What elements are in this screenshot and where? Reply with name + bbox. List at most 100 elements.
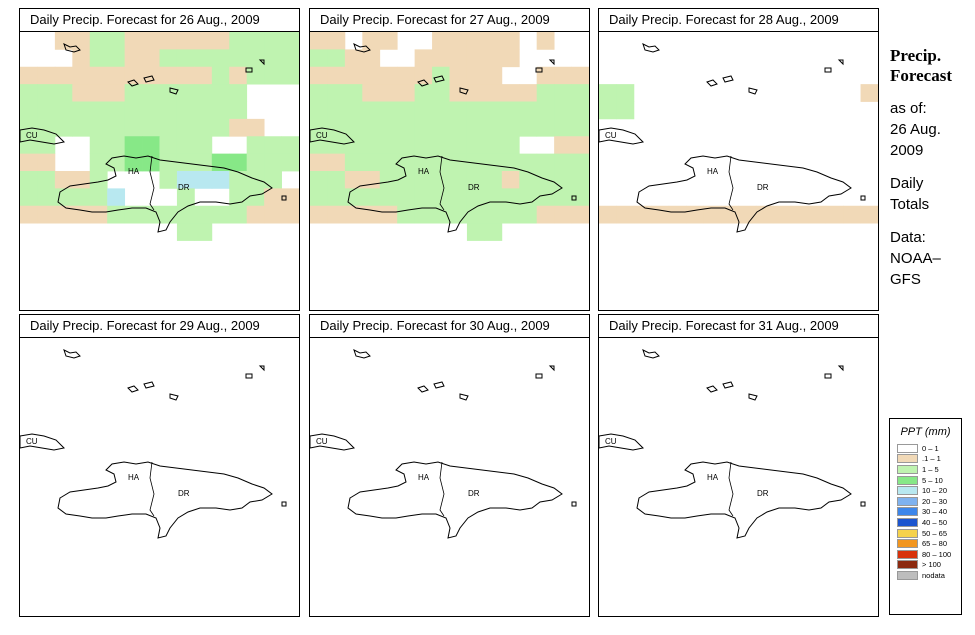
precip-cell [616, 84, 635, 102]
precip-cell [310, 188, 328, 207]
precip-cell [54, 205, 73, 224]
precip-cell [379, 205, 398, 224]
precip-cell [397, 118, 416, 137]
precip-map: CU HA DR [20, 32, 299, 241]
legend-label: 0 – 1 [922, 443, 939, 453]
precip-cell [281, 136, 299, 155]
precip-cell [484, 101, 503, 120]
precip-cell [124, 205, 143, 224]
map-label-ha: HA [707, 473, 719, 482]
country-border [149, 155, 155, 211]
precip-cell [194, 153, 213, 172]
precip-cell [176, 153, 195, 172]
map-label-dr: DR [468, 489, 480, 498]
precip-cell [194, 223, 213, 241]
precip-cell [449, 32, 468, 50]
precip-cell [571, 136, 589, 155]
precip-cell [344, 66, 363, 85]
precip-cell [211, 205, 230, 224]
legend-swatch [897, 549, 918, 559]
precip-cell [484, 205, 503, 224]
precip-cell [310, 118, 328, 137]
precip-cell [484, 223, 503, 241]
precip-cell [89, 32, 108, 50]
map-label-dr: DR [178, 489, 190, 498]
island-coastline [433, 381, 445, 389]
hispaniola-coastline [57, 461, 273, 539]
precip-cell [89, 118, 108, 137]
precip-cell [89, 101, 108, 120]
island-coastline [169, 87, 179, 95]
precip-cell [89, 136, 108, 155]
legend-label: 50 – 65 [922, 528, 948, 538]
precip-cell [107, 49, 126, 68]
precip-cell [124, 101, 143, 120]
precip-cell [211, 84, 230, 102]
precip-cell [466, 153, 485, 172]
precip-cell [89, 49, 108, 68]
map-label-cu: CU [605, 437, 617, 446]
precip-cell [327, 49, 346, 68]
precip-cell [536, 118, 555, 137]
map-label-dr: DR [178, 183, 190, 192]
precip-cell [176, 205, 195, 224]
precip-cell [246, 188, 265, 207]
precip-cell [89, 205, 108, 224]
precip-cell [571, 66, 589, 85]
precip-cell [194, 171, 213, 189]
precip-cell [432, 205, 450, 224]
precip-cell [37, 171, 56, 189]
island-coastline [281, 501, 287, 507]
precip-cell [344, 171, 363, 189]
precip-cell [142, 136, 160, 155]
hispaniola-coastline [636, 461, 852, 539]
precip-cell [264, 153, 282, 172]
precip-cell [72, 188, 91, 207]
precip-cell [107, 118, 126, 137]
panel-title: Daily Precip. Forecast for 28 Aug., 2009 [599, 9, 878, 32]
island-coastline [127, 79, 139, 87]
precip-cell [229, 153, 248, 172]
precip-cell [264, 32, 282, 50]
precip-cell [414, 101, 433, 120]
precip-cell [107, 32, 126, 50]
island-coastline [642, 43, 660, 53]
precip-cell [379, 171, 398, 189]
island-coastline [258, 365, 265, 372]
precip-map: CU HA DR [310, 32, 589, 241]
island-coastline [459, 393, 469, 401]
precip-cell [159, 171, 178, 189]
precip-cell [414, 205, 433, 224]
precip-cell [246, 66, 265, 85]
precip-cell [466, 32, 485, 50]
legend-swatch [897, 570, 918, 580]
precip-cell [246, 136, 265, 155]
precip-cell [397, 84, 416, 102]
precip-cell [194, 49, 213, 68]
precip-cell [159, 118, 178, 137]
precip-cell [264, 66, 282, 85]
precip-cell [107, 205, 126, 224]
precip-cell [379, 101, 398, 120]
precip-cell [327, 32, 346, 50]
panel-title: Daily Precip. Forecast for 29 Aug., 2009 [20, 315, 299, 338]
island-coastline [353, 349, 371, 359]
legend-item: nodata [897, 570, 961, 581]
precip-cell [246, 153, 265, 172]
precip-cell [20, 101, 38, 120]
legend-item: .1 – 1 [897, 454, 961, 465]
precip-cell [449, 118, 468, 137]
precip-cell [310, 153, 328, 172]
forecast-panel-aug30: Daily Precip. Forecast for 30 Aug., 2009… [309, 314, 590, 617]
country-border [149, 461, 155, 517]
precip-cell [344, 188, 363, 207]
legend-swatch [897, 486, 918, 496]
precip-cell [633, 205, 652, 224]
precip-cell [536, 188, 555, 207]
precip-cell [37, 136, 56, 155]
precip-cell [449, 49, 468, 68]
precip-cell [668, 205, 687, 224]
precip-cell [194, 136, 213, 155]
precip-cell [449, 171, 468, 189]
precip-cell [176, 66, 195, 85]
